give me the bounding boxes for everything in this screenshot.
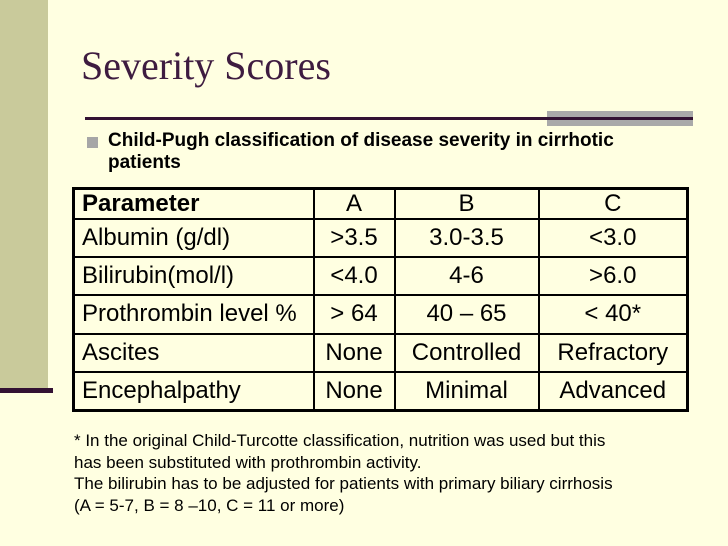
- footnote: * In the original Child-Turcotte classif…: [74, 430, 613, 516]
- value-cell: Controlled: [393, 332, 540, 373]
- value-cell: None: [312, 332, 396, 373]
- footnote-line: (A = 5-7, B = 8 –10, C = 11 or more): [74, 495, 345, 515]
- parameter-cell: Bilirubin(mol/l): [72, 256, 315, 297]
- value-cell: 3.0-3.5: [393, 217, 540, 259]
- table-row: Ascites None Controlled Refractory: [72, 332, 689, 373]
- value-cell: >6.0: [537, 256, 689, 297]
- value-cell: >3.5: [312, 217, 396, 259]
- value-cell: Advanced: [537, 370, 689, 412]
- table-row: Bilirubin(mol/l) <4.0 4-6 >6.0: [72, 256, 689, 297]
- column-header-c: C: [537, 187, 689, 220]
- value-cell: 40 – 65: [393, 294, 540, 335]
- table-header-row: Parameter A B C: [72, 187, 689, 220]
- value-cell: Refractory: [537, 332, 689, 373]
- column-header-parameter: Parameter: [72, 187, 315, 220]
- value-cell: < 40*: [537, 294, 689, 335]
- value-cell: <4.0: [312, 256, 396, 297]
- column-header-a: A: [312, 187, 396, 220]
- bullet-item: Child-Pugh classification of disease sev…: [87, 130, 668, 174]
- title-divider-rule: [85, 117, 693, 120]
- value-cell: 4-6: [393, 256, 540, 297]
- bullet-square-icon: [87, 137, 98, 148]
- footnote-line: * In the original Child-Turcotte classif…: [74, 431, 606, 450]
- value-cell: > 64: [312, 294, 396, 335]
- value-cell: Minimal: [393, 370, 540, 412]
- severity-table: Parameter A B C Albumin (g/dl) >3.5 3.0-3.5 <3…: [72, 187, 689, 412]
- sidebar-accent-underline: [0, 388, 53, 393]
- column-header-b: B: [393, 187, 540, 220]
- parameter-cell: Ascites: [72, 332, 315, 373]
- table-row: Prothrombin level % > 64 40 – 65 < 40*: [72, 294, 689, 335]
- parameter-cell: Albumin (g/dl): [72, 217, 315, 259]
- bullet-text: Child-Pugh classification of disease sev…: [108, 130, 614, 173]
- parameter-cell: Prothrombin level %: [72, 294, 315, 335]
- parameter-cell: Encephalpathy: [72, 370, 315, 412]
- table-row: Encephalpathy None Minimal Advanced: [72, 370, 689, 412]
- value-cell: <3.0: [537, 217, 689, 259]
- slide-title: Severity Scores: [81, 43, 331, 88]
- table-row: Albumin (g/dl) >3.5 3.0-3.5 <3.0: [72, 217, 689, 259]
- value-cell: None: [312, 370, 396, 412]
- footnote-line: has been substituted with prothrombin ac…: [74, 452, 422, 472]
- sidebar-accent-bar: [0, 0, 48, 389]
- footnote-line: The bilirubin has to be adjusted for pat…: [74, 474, 613, 494]
